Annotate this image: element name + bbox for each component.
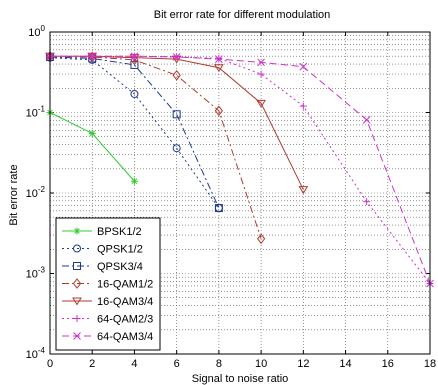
series-line <box>49 57 220 209</box>
legend-item: QPSK3/4 <box>62 261 143 273</box>
marker-shape <box>172 144 181 153</box>
series-bpsk1-2 <box>46 109 138 185</box>
x-tick-label: 8 <box>216 358 222 370</box>
data-point <box>130 52 139 61</box>
x-tick-label: 4 <box>131 358 137 370</box>
marker-shape <box>256 99 267 108</box>
data-point <box>214 204 223 213</box>
plot-frame <box>49 31 431 355</box>
legend-marker <box>73 227 81 235</box>
y-tick-label: 10-2 <box>26 185 46 200</box>
marker-shape <box>73 262 81 270</box>
legend-item: 16-QAM3/4 <box>62 296 153 308</box>
x-tick-label: 10 <box>255 358 267 370</box>
legend-box <box>55 217 161 351</box>
marker-shape <box>298 186 309 195</box>
legend-item: BPSK1/2 <box>62 226 142 238</box>
data-point <box>257 70 265 78</box>
x-tick-label: 2 <box>89 358 95 370</box>
x-tick-label: 18 <box>424 358 436 370</box>
legend-label: QPSK1/2 <box>97 244 143 256</box>
data-point <box>363 198 371 206</box>
marker-shape <box>72 297 82 306</box>
marker-shape <box>130 89 139 98</box>
y-axis-label: Bit error rate <box>8 164 20 225</box>
legend-label: 64-QAM2/3 <box>97 314 153 326</box>
data-point <box>172 53 181 61</box>
legend-label: 16-QAM1/2 <box>97 279 153 291</box>
series-layer <box>45 50 434 288</box>
data-point <box>130 177 138 185</box>
marker-shape <box>130 52 139 61</box>
marker-shape <box>73 332 81 340</box>
legend-marker <box>73 315 81 322</box>
marker-shape <box>257 58 265 67</box>
marker-shape <box>299 62 308 71</box>
y-tick-label: 100 <box>28 24 45 39</box>
legend-marker <box>73 244 81 253</box>
legend-item: QPSK1/2 <box>62 244 143 256</box>
series-line <box>49 56 220 209</box>
marker-shape <box>172 110 181 119</box>
data-point <box>172 69 181 81</box>
x-tick-label: 6 <box>174 358 180 370</box>
data-point <box>215 54 223 62</box>
data-point <box>215 55 223 64</box>
x-axis-label: Signal to noise ratio <box>192 373 289 385</box>
marker-shape <box>73 244 81 253</box>
data-point <box>213 64 224 73</box>
data-point <box>172 110 181 119</box>
marker-shape <box>214 204 223 213</box>
x-tick-label: 12 <box>297 358 309 370</box>
data-point <box>130 89 139 98</box>
data-point <box>256 99 267 108</box>
chart-title: Bit error rate for different modulation <box>154 9 331 21</box>
legend-item: 64-QAM3/4 <box>62 331 153 343</box>
legend-marker <box>73 332 81 340</box>
marker-shape <box>214 105 224 117</box>
legend-label: 16-QAM3/4 <box>97 296 153 308</box>
marker-shape <box>89 130 96 137</box>
x-tick-label: 0 <box>47 358 53 370</box>
data-point <box>298 186 309 195</box>
legend-item: 16-QAM1/2 <box>62 278 153 291</box>
marker-shape <box>362 116 371 124</box>
marker-shape <box>256 233 266 245</box>
data-point <box>88 52 97 61</box>
legend-label: QPSK3/4 <box>97 261 143 273</box>
legend-label: BPSK1/2 <box>97 226 142 238</box>
marker-shape <box>74 228 80 234</box>
legend-label: 64-QAM3/4 <box>97 331 153 343</box>
marker-shape <box>172 69 181 81</box>
marker-shape <box>215 55 223 64</box>
y-tick-label: 10-3 <box>26 266 46 281</box>
x-tick-label: 16 <box>382 358 394 370</box>
data-point <box>88 129 96 137</box>
legend-marker <box>73 262 81 270</box>
series-line <box>49 55 262 239</box>
data-point <box>256 233 266 245</box>
x-tick-label: 14 <box>339 358 351 370</box>
data-point <box>299 102 307 110</box>
data-point <box>362 116 371 124</box>
data-point <box>257 58 265 67</box>
y-tick-label: 10-1 <box>26 105 46 120</box>
legend-marker <box>72 297 82 306</box>
y-tick-label: 10-4 <box>26 346 46 361</box>
legend-marker <box>72 278 82 289</box>
marker-shape <box>131 178 138 185</box>
legend-item: 64-QAM2/3 <box>62 314 153 326</box>
marker-shape <box>72 278 82 289</box>
marker-shape <box>213 64 224 73</box>
data-point <box>172 144 181 153</box>
marker-shape <box>88 52 97 61</box>
data-point <box>299 62 308 71</box>
marker-shape <box>172 53 181 61</box>
data-point <box>214 105 224 117</box>
legend: BPSK1/2 QPSK1/2 QPSK3/4 16-QAM1/2 16-QAM3/4 6… <box>55 217 161 351</box>
